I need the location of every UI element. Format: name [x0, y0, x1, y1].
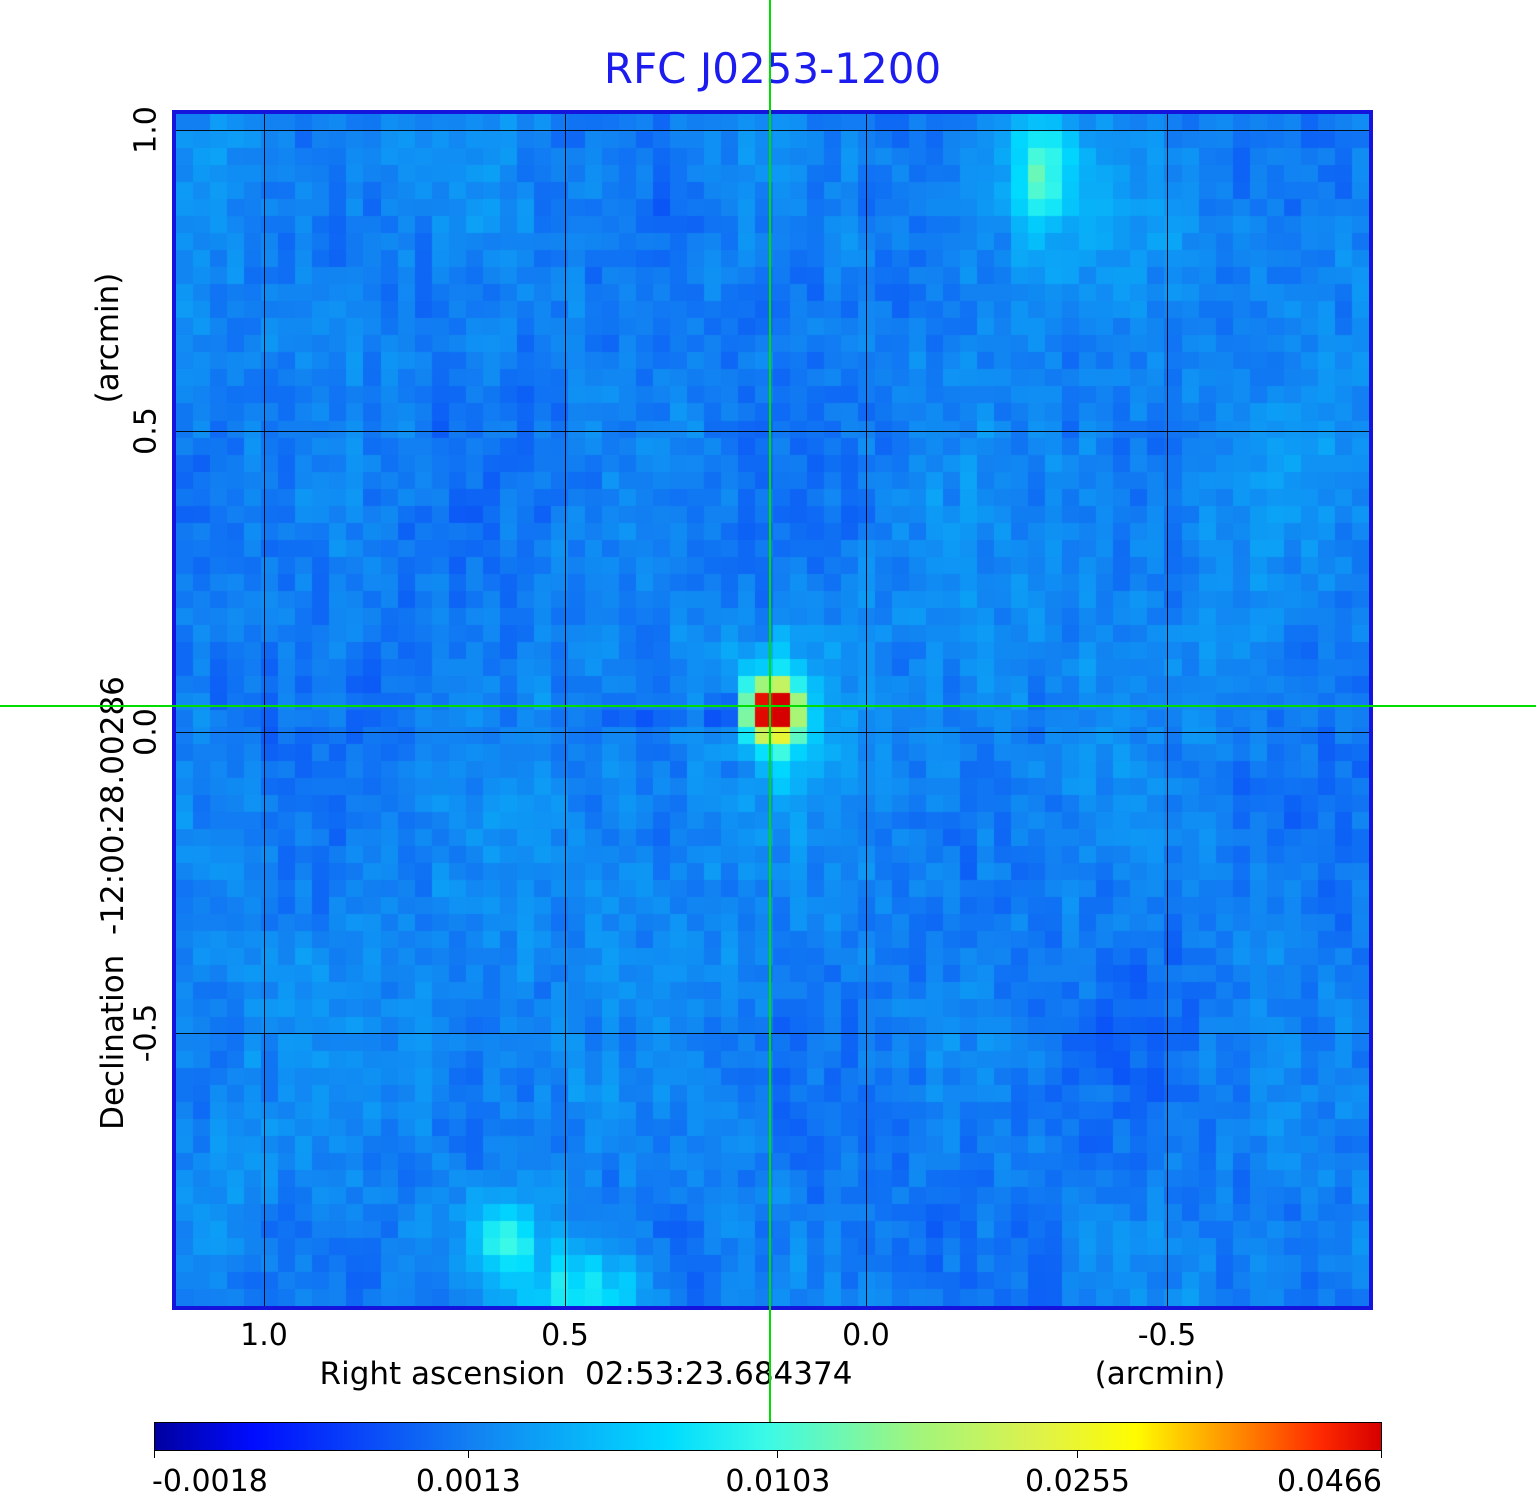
sky-map-canvas	[176, 114, 1369, 1306]
y-tick-label: 0.0	[128, 708, 164, 756]
colorbar-tick	[1077, 1451, 1078, 1458]
colorbar-tick	[468, 1451, 469, 1458]
gridline-horizontal	[176, 732, 1369, 733]
crosshair-vertical-line	[769, 0, 771, 1422]
plot-area	[172, 110, 1373, 1310]
y-tick-label: -0.5	[128, 1003, 164, 1063]
gridline-horizontal	[176, 130, 1369, 131]
y-axis-unit-label: (arcmin)	[90, 272, 126, 404]
gridline-vertical	[264, 114, 265, 1306]
x-tick-label: 0.5	[541, 1318, 589, 1353]
colorbar	[154, 1422, 1382, 1451]
colorbar-tick-label: 0.0013	[415, 1464, 521, 1499]
colorbar-tick	[777, 1451, 778, 1458]
y-axis-label: Declination -12:00:28.00286	[95, 676, 131, 1130]
colorbar-tick	[154, 1451, 155, 1458]
gridline-horizontal	[176, 431, 1369, 432]
x-tick-label: -0.5	[1137, 1318, 1197, 1353]
y-tick-label: 0.5	[128, 407, 164, 455]
colorbar-tick-label: 0.0255	[1024, 1464, 1130, 1499]
gridline-vertical	[565, 114, 566, 1306]
y-tick-label: 1.0	[128, 106, 164, 154]
plot-title: RFC J0253-1200	[603, 44, 942, 93]
colorbar-tick-label: 0.0103	[725, 1464, 831, 1499]
gridline-horizontal	[176, 1033, 1369, 1034]
crosshair-horizontal-line	[0, 705, 1536, 707]
x-axis-label: Right ascension 02:53:23.684374	[319, 1356, 853, 1392]
colorbar-tick	[1381, 1451, 1382, 1458]
x-axis-unit-label: (arcmin)	[1094, 1356, 1226, 1392]
x-tick-label: 0.0	[842, 1318, 890, 1353]
colorbar-tick-label: -0.0018	[152, 1464, 268, 1499]
gridline-vertical	[866, 114, 867, 1306]
x-tick-label: 1.0	[240, 1318, 288, 1353]
gridline-vertical	[1167, 114, 1168, 1306]
colorbar-tick-label: 0.0466	[1277, 1464, 1382, 1499]
